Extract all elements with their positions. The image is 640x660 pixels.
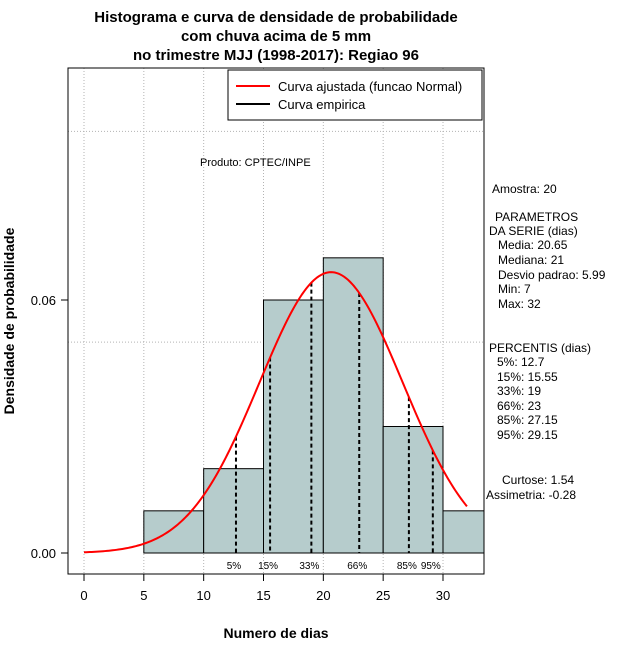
histogram-bar-5 (442, 510, 485, 554)
percentile-label-2: 33% (299, 561, 319, 572)
stat-p85: 85%: 27.15 (497, 413, 558, 427)
histogram-bar-2 (263, 299, 324, 554)
legend-label-normal: Curva ajustada (funcao Normal) (278, 79, 462, 94)
x-tick-label-6: 30 (436, 588, 450, 603)
stat-media: Media: 20.65 (498, 238, 568, 252)
stat-percentis-title: PERCENTIS (dias) (489, 341, 591, 355)
product-label: Produto: CPTEC/INPE (200, 157, 311, 169)
histogram-bar-4 (382, 426, 444, 554)
histogram-bar-3 (322, 257, 384, 554)
stat-p5: 5%: 12.7 (497, 355, 545, 369)
x-tick-label-0: 0 (80, 588, 87, 603)
stat-assimetria: Assimetria: -0.28 (486, 488, 576, 502)
chart-title-line-3: no trimestre MJJ (1998-2017): Regiao 96 (133, 47, 419, 64)
stat-min: Min: 7 (498, 282, 531, 296)
x-tick-label-2: 10 (196, 588, 210, 603)
legend-box (227, 69, 483, 121)
stat-p15: 15%: 15.55 (497, 370, 558, 384)
x-axis: 0 5 10 15 20 25 30 (80, 573, 450, 603)
stat-params-title-2: DA SERIE (dias) (489, 224, 578, 238)
legend-label-empirical: Curva empirica (278, 97, 366, 112)
legend: Curva ajustada (funcao Normal) Curva emp… (227, 69, 483, 121)
x-tick-label-4: 20 (316, 588, 330, 603)
stat-mediana: Mediana: 21 (498, 253, 564, 267)
histogram-bar-0 (143, 510, 205, 554)
stat-max: Max: 32 (498, 297, 541, 311)
percentile-label-4: 85% (397, 561, 417, 572)
stat-amostra: Amostra: 20 (492, 182, 557, 196)
chart-title-line-1: Histograma e curva de densidade de proba… (94, 9, 457, 26)
percentile-label-0: 5% (227, 561, 242, 572)
stat-p66: 66%: 23 (497, 399, 541, 413)
stat-desvio: Desvio padrao: 5.99 (498, 268, 606, 282)
y-axis: 0.00 0.06 (31, 293, 69, 561)
x-axis-label: Numero de dias (223, 625, 328, 641)
percentile-lines: 5% 15% 33% 66% 85% 95% (227, 282, 441, 572)
percentile-label-3: 66% (347, 561, 367, 572)
stat-curtose: Curtose: 1.54 (502, 473, 574, 487)
stat-params-title-1: PARAMETROS (495, 210, 578, 224)
normal-curve (83, 271, 468, 554)
y-tick-label-0: 0.00 (31, 546, 56, 561)
x-tick-label-1: 5 (140, 588, 147, 603)
stats-panel: Amostra: 20 PARAMETROS DA SERIE (dias) M… (486, 182, 606, 502)
x-tick-label-3: 15 (256, 588, 270, 603)
percentile-label-1: 15% (258, 561, 278, 572)
y-tick-label-1: 0.06 (31, 293, 56, 308)
y-axis-label: Densidade de probabilidade (1, 227, 17, 414)
x-tick-label-5: 25 (376, 588, 390, 603)
histogram-bars (143, 257, 485, 554)
stat-p95: 95%: 29.15 (497, 428, 558, 442)
stat-p33: 33%: 19 (497, 384, 541, 398)
chart-title-line-2: com chuva acima de 5 mm (181, 28, 371, 45)
percentile-label-5: 95% (421, 561, 441, 572)
